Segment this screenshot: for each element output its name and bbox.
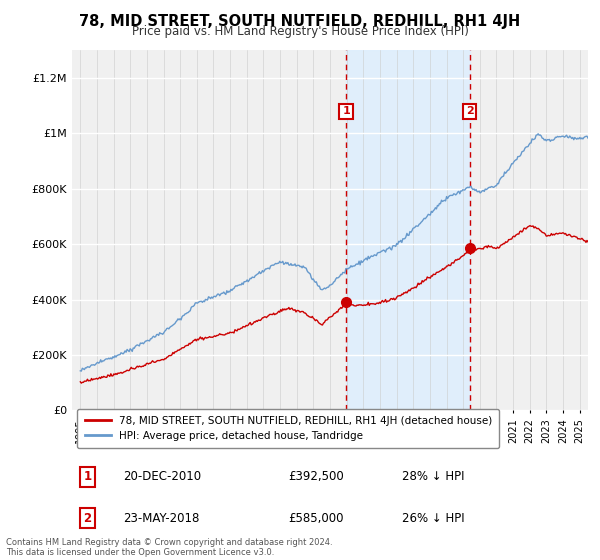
Text: 28% ↓ HPI: 28% ↓ HPI bbox=[402, 470, 465, 483]
Text: 2: 2 bbox=[83, 512, 92, 525]
Legend: 78, MID STREET, SOUTH NUTFIELD, REDHILL, RH1 4JH (detached house), HPI: Average : 78, MID STREET, SOUTH NUTFIELD, REDHILL,… bbox=[77, 409, 499, 449]
Text: Price paid vs. HM Land Registry's House Price Index (HPI): Price paid vs. HM Land Registry's House … bbox=[131, 25, 469, 38]
Text: £392,500: £392,500 bbox=[289, 470, 344, 483]
Bar bbox=[346, 50, 470, 410]
Text: 1: 1 bbox=[83, 470, 92, 483]
Text: 2: 2 bbox=[466, 106, 473, 116]
Text: £585,000: £585,000 bbox=[289, 512, 344, 525]
Text: 26% ↓ HPI: 26% ↓ HPI bbox=[402, 512, 465, 525]
Text: 78, MID STREET, SOUTH NUTFIELD, REDHILL, RH1 4JH: 78, MID STREET, SOUTH NUTFIELD, REDHILL,… bbox=[79, 14, 521, 29]
Text: Contains HM Land Registry data © Crown copyright and database right 2024.
This d: Contains HM Land Registry data © Crown c… bbox=[6, 538, 332, 557]
Text: 1: 1 bbox=[342, 106, 350, 116]
Text: 20-DEC-2010: 20-DEC-2010 bbox=[124, 470, 202, 483]
Text: 23-MAY-2018: 23-MAY-2018 bbox=[124, 512, 200, 525]
